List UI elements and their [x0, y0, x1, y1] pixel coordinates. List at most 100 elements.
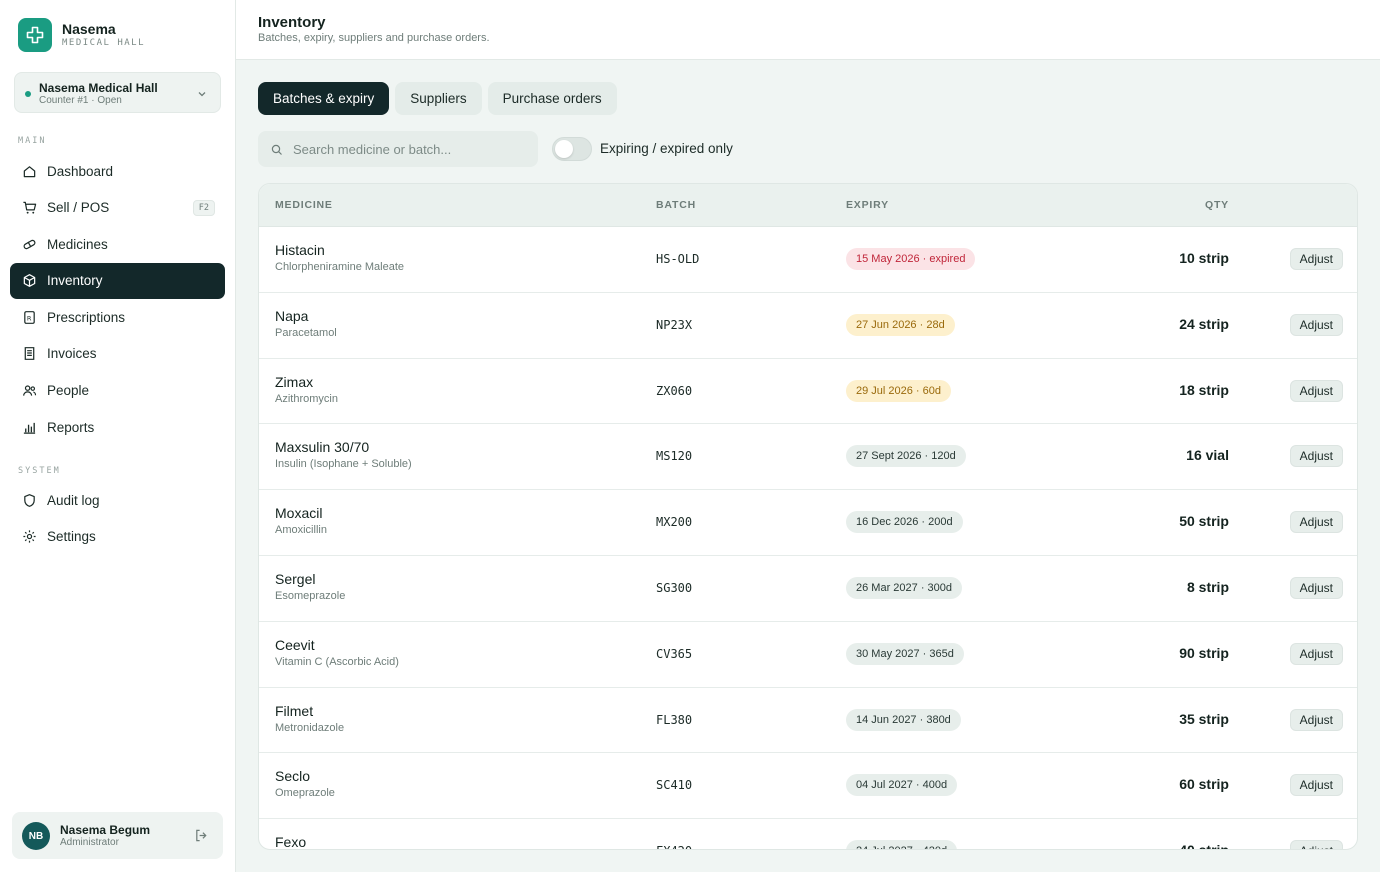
- medicine-generic: Omeprazole: [275, 787, 335, 800]
- sidebar: Nasema MEDICAL HALL Nasema Medical Hall …: [0, 0, 236, 872]
- table-row[interactable]: Moxacil Amoxicillin MX200 16 Dec 2026 · 200…: [259, 490, 1357, 556]
- quantity: 40 strip: [1179, 842, 1229, 849]
- sidebar-item-label: Prescriptions: [47, 309, 126, 325]
- user-role: Administrator: [60, 837, 119, 848]
- tab-purchase-orders[interactable]: Purchase orders: [487, 82, 617, 115]
- expiry-badge: 26 Mar 2027 · 300d: [846, 576, 963, 599]
- table-row[interactable]: Filmet Metronidazole FL380 14 Jun 2027 · 38…: [259, 688, 1357, 754]
- section-label-system: SYSTEM: [18, 466, 61, 476]
- adjust-button[interactable]: Adjust: [1289, 708, 1343, 731]
- medicine-generic: Azithromycin: [275, 392, 338, 405]
- quantity: 50 strip: [1179, 513, 1229, 530]
- gear-icon: [21, 529, 37, 545]
- adjust-button[interactable]: Adjust: [1289, 642, 1343, 665]
- adjust-button[interactable]: Adjust: [1289, 840, 1343, 849]
- store-selector[interactable]: Nasema Medical Hall Counter #1 · Open: [14, 72, 221, 113]
- sidebar-item-label: Reports: [47, 419, 95, 435]
- sidebar-item-audit-log[interactable]: Audit log: [10, 482, 225, 518]
- medicine-generic: Amoxicillin: [275, 524, 327, 537]
- batch-code: SC410: [656, 778, 693, 793]
- search-input[interactable]: [293, 131, 528, 167]
- batch-code: SG300: [656, 580, 693, 595]
- pill-icon: [21, 236, 37, 252]
- medicine-name: Moxacil: [275, 505, 323, 522]
- sidebar-item-label: People: [47, 383, 90, 399]
- quantity: 90 strip: [1179, 644, 1229, 661]
- sidebar-item-label: Inventory: [47, 273, 103, 289]
- table-row[interactable]: Sergel Esomeprazole SG300 26 Mar 2027 · 300…: [259, 556, 1357, 622]
- medicine-name: Seclo: [275, 768, 311, 785]
- adjust-button[interactable]: Adjust: [1289, 379, 1343, 402]
- batch-code: MS120: [656, 449, 693, 464]
- svg-text:R: R: [26, 314, 31, 322]
- logout-icon[interactable]: [194, 828, 209, 848]
- batch-code: NP23X: [656, 317, 693, 332]
- quantity: 10 strip: [1179, 250, 1229, 266]
- sidebar-item-people[interactable]: People: [10, 373, 225, 409]
- sidebar-item-inventory[interactable]: Inventory: [10, 262, 225, 299]
- table-row[interactable]: Zimax Azithromycin ZX060 29 Jul 2026 · 60d 1…: [259, 359, 1357, 425]
- adjust-button[interactable]: Adjust: [1289, 511, 1343, 534]
- quantity: 60 strip: [1179, 776, 1229, 793]
- sidebar-item-invoices[interactable]: Invoices: [10, 336, 225, 372]
- medicine-name: Histacin: [275, 242, 325, 258]
- sidebar-item-label: Settings: [47, 529, 96, 545]
- expiry-badge: 14 Jun 2027 · 380d: [846, 708, 961, 731]
- column-header-expiry[interactable]: EXPIRY: [846, 199, 889, 211]
- medicine-generic: Paracetamol: [275, 326, 337, 339]
- column-header-medicine[interactable]: MEDICINE: [275, 199, 333, 211]
- shield-icon: [21, 492, 37, 508]
- inventory-table: MEDICINE BATCH EXPIRY QTY Histacin Chlorp…: [258, 183, 1358, 850]
- adjust-button[interactable]: Adjust: [1289, 445, 1343, 468]
- sidebar-item-label: Medicines: [47, 236, 108, 252]
- batch-code: FX420: [656, 844, 692, 849]
- adjust-button[interactable]: Adjust: [1289, 313, 1343, 336]
- adjust-button[interactable]: Adjust: [1289, 576, 1343, 599]
- batch-code: ZX060: [656, 383, 693, 398]
- box-icon: [21, 273, 37, 289]
- adjust-button[interactable]: Adjust: [1289, 774, 1343, 797]
- sidebar-item-reports[interactable]: Reports: [10, 409, 225, 445]
- sidebar-item-dashboard[interactable]: Dashboard: [10, 153, 225, 189]
- sidebar-item-prescriptions[interactable]: R Prescriptions: [10, 299, 225, 335]
- column-header-qty[interactable]: QTY: [1205, 199, 1229, 211]
- batch-code: FL380: [656, 712, 693, 727]
- medicine-name: Sergel: [275, 570, 316, 587]
- table-row[interactable]: Histacin Chlorpheniramine Maleate HS-OLD 15…: [259, 227, 1357, 293]
- sidebar-item-medicines[interactable]: Medicines: [10, 226, 225, 262]
- quantity: 8 strip: [1186, 578, 1229, 595]
- sidebar-item-label: Invoices: [47, 346, 97, 362]
- receipt-icon: [21, 346, 37, 362]
- sidebar-item-settings[interactable]: Settings: [10, 519, 225, 555]
- batch-code: CV365: [656, 646, 693, 661]
- user-card[interactable]: NB Nasema Begum Administrator: [12, 812, 223, 859]
- brand[interactable]: Nasema MEDICAL HALL: [18, 18, 145, 52]
- expiry-badge: 30 May 2027 · 365d: [846, 642, 964, 665]
- sidebar-item-label: Dashboard: [47, 163, 114, 179]
- expiring-only-toggle[interactable]: [552, 137, 592, 161]
- adjust-button[interactable]: Adjust: [1289, 248, 1343, 270]
- brand-name: Nasema: [62, 21, 116, 37]
- page-title: Inventory: [258, 14, 326, 31]
- sidebar-item-sell-pos[interactable]: Sell / POS F2: [10, 190, 225, 226]
- table-row[interactable]: Fexo FX420 24 Jul 2027 · 420d 40 strip Adjus…: [259, 819, 1357, 849]
- expiry-badge: 15 May 2026 · expired: [846, 248, 976, 270]
- tab-suppliers[interactable]: Suppliers: [395, 82, 482, 115]
- medicine-name: Filmet: [275, 702, 314, 719]
- table-row[interactable]: Ceevit Vitamin C (Ascorbic Acid) CV365 30 M…: [259, 622, 1357, 688]
- table-row[interactable]: Napa Paracetamol NP23X 27 Jun 2026 · 28d 24 …: [259, 293, 1357, 359]
- table-row[interactable]: Seclo Omeprazole SC410 04 Jul 2027 · 400d 60…: [259, 753, 1357, 820]
- medicine-generic: Vitamin C (Ascorbic Acid): [275, 655, 399, 668]
- tab-batches-expiry[interactable]: Batches & expiry: [258, 82, 390, 115]
- user-name: Nasema Begum: [60, 823, 151, 837]
- sidebar-item-label: Audit log: [47, 492, 100, 508]
- expiry-badge: 29 Jul 2026 · 60d: [846, 379, 952, 402]
- column-header-batch[interactable]: BATCH: [656, 199, 696, 211]
- home-icon: [21, 163, 37, 179]
- quantity: 18 strip: [1179, 381, 1229, 398]
- medicine-name: Napa: [275, 307, 309, 324]
- table-row[interactable]: Maxsulin 30/70 Insulin (Isophane + Solubl…: [259, 424, 1357, 491]
- expiry-badge: 24 Jul 2027 · 420d: [846, 840, 958, 849]
- page-header: Inventory Batches, expiry, suppliers and…: [236, 0, 1380, 60]
- toggle-knob: [555, 140, 573, 158]
